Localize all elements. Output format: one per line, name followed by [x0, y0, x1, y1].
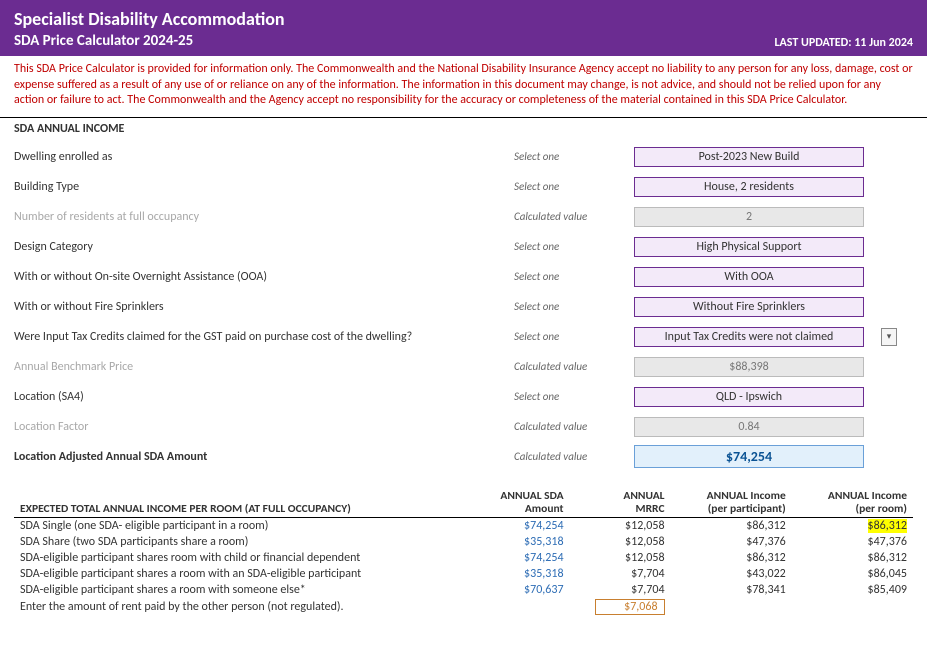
table-row: SDA-eligible participant shares a room w… — [14, 566, 913, 582]
row-location: Location (SA4) Select one QLD - Ipswich — [14, 383, 913, 411]
calc-adjusted: $74,254 — [634, 445, 864, 468]
rent-input[interactable]: $7,068 — [595, 599, 665, 615]
row-dwelling: Dwelling enrolled as Select one Post-202… — [14, 143, 913, 171]
select-dwelling[interactable]: Post-2023 New Build — [634, 147, 864, 167]
row-adjusted: Location Adjusted Annual SDA Amount Calc… — [14, 443, 913, 471]
select-building[interactable]: House, 2 residents — [634, 177, 864, 197]
row-sprinklers: With or without Fire Sprinklers Select o… — [14, 293, 913, 321]
table-row: SDA-eligible participant shares a room w… — [14, 582, 913, 598]
header: Specialist Disability Accommodation SDA … — [0, 0, 927, 56]
row-residents: Number of residents at full occupancy Ca… — [14, 203, 913, 231]
form-rows: Dwelling enrolled as Select one Post-202… — [0, 139, 927, 475]
table-row: SDA-eligible participant shares room wit… — [14, 550, 913, 566]
expected-title: EXPECTED TOTAL ANNUAL INCOME PER ROOM (A… — [14, 489, 458, 518]
select-sprinklers[interactable]: Without Fire Sprinklers — [634, 297, 864, 317]
expected-income-section: EXPECTED TOTAL ANNUAL INCOME PER ROOM (A… — [0, 475, 927, 626]
last-updated: LAST UPDATED: 11 Jun 2024 — [774, 36, 913, 50]
table-row: SDA Single (one SDA- eligible participan… — [14, 518, 913, 535]
chevron-down-icon[interactable]: ▾ — [881, 328, 897, 346]
row-locfactor: Location Factor Calculated value 0.84 — [14, 413, 913, 441]
select-ooa[interactable]: With OOA — [634, 267, 864, 287]
disclaimer: This SDA Price Calculator is provided fo… — [0, 56, 927, 117]
table-row: SDA Share (two SDA participants share a … — [14, 534, 913, 550]
select-itc[interactable]: Input Tax Credits were not claimed — [634, 327, 864, 347]
calc-residents: 2 — [634, 207, 864, 227]
select-design[interactable]: High Physical Support — [634, 237, 864, 257]
page-title: Specialist Disability Accommodation — [14, 8, 913, 30]
row-building: Building Type Select one House, 2 reside… — [14, 173, 913, 201]
row-benchmark: Annual Benchmark Price Calculated value … — [14, 353, 913, 381]
rent-row: Enter the amount of rent paid by the oth… — [14, 598, 913, 616]
row-design: Design Category Select one High Physical… — [14, 233, 913, 261]
row-ooa: With or without On-site Overnight Assist… — [14, 263, 913, 291]
calc-benchmark: $88,398 — [634, 357, 864, 377]
select-location[interactable]: QLD - Ipswich — [634, 387, 864, 407]
row-itc: Were Input Tax Credits claimed for the G… — [14, 323, 913, 351]
income-table: EXPECTED TOTAL ANNUAL INCOME PER ROOM (A… — [14, 489, 913, 616]
calc-locfactor: 0.84 — [634, 417, 864, 437]
section-title-annual-income: SDA ANNUAL INCOME — [0, 117, 927, 139]
